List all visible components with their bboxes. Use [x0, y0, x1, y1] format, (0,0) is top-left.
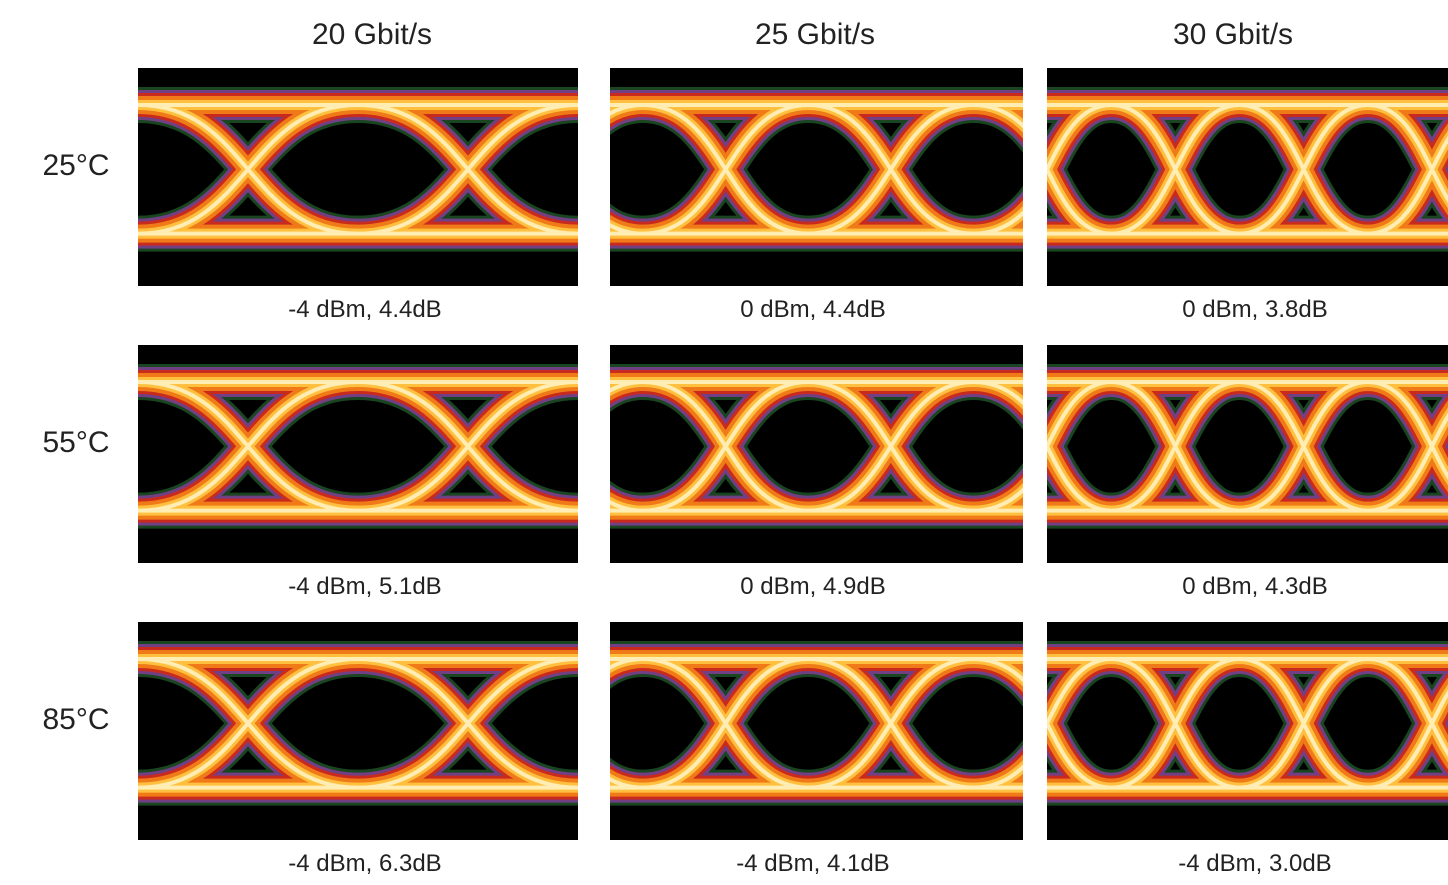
- caption: -4 dBm, 4.4dB: [288, 296, 441, 323]
- caption: -4 dBm, 6.3dB: [288, 850, 441, 877]
- eye-panels: [138, 68, 1448, 840]
- eye-trace: [138, 380, 578, 513]
- caption: 0 dBm, 3.8dB: [1182, 296, 1327, 323]
- eye-trace: [610, 103, 1023, 236]
- column-header: 25 Gbit/s: [755, 18, 875, 51]
- eye-trace: [1047, 657, 1448, 790]
- row-header: 85°C: [42, 703, 109, 736]
- caption: -4 dBm, 4.1dB: [736, 850, 889, 877]
- eye-trace: [1047, 103, 1448, 236]
- caption: -4 dBm, 5.1dB: [288, 573, 441, 600]
- caption: 0 dBm, 4.4dB: [740, 296, 885, 323]
- eye-diagram: [1047, 68, 1448, 286]
- column-header: 20 Gbit/s: [312, 18, 432, 51]
- eye-diagram: [610, 68, 1023, 286]
- caption: -4 dBm, 3.0dB: [1178, 850, 1331, 877]
- eye-trace: [1047, 380, 1448, 513]
- caption: 0 dBm, 4.3dB: [1182, 573, 1327, 600]
- row-header: 25°C: [42, 149, 109, 182]
- row-header: 55°C: [42, 426, 109, 459]
- eye-diagram: [138, 622, 578, 840]
- eye-diagram: [1047, 622, 1448, 840]
- eye-diagram: [138, 68, 578, 286]
- column-header: 30 Gbit/s: [1173, 18, 1293, 51]
- eye-trace: [138, 657, 578, 790]
- eye-diagram: [138, 345, 578, 563]
- eye-diagram: [610, 345, 1023, 563]
- eye-trace: [610, 657, 1023, 790]
- eye-trace: [138, 103, 578, 236]
- eye-trace: [610, 380, 1023, 513]
- eye-diagram: [1047, 345, 1448, 563]
- eye-diagram: [610, 622, 1023, 840]
- caption: 0 dBm, 4.9dB: [740, 573, 885, 600]
